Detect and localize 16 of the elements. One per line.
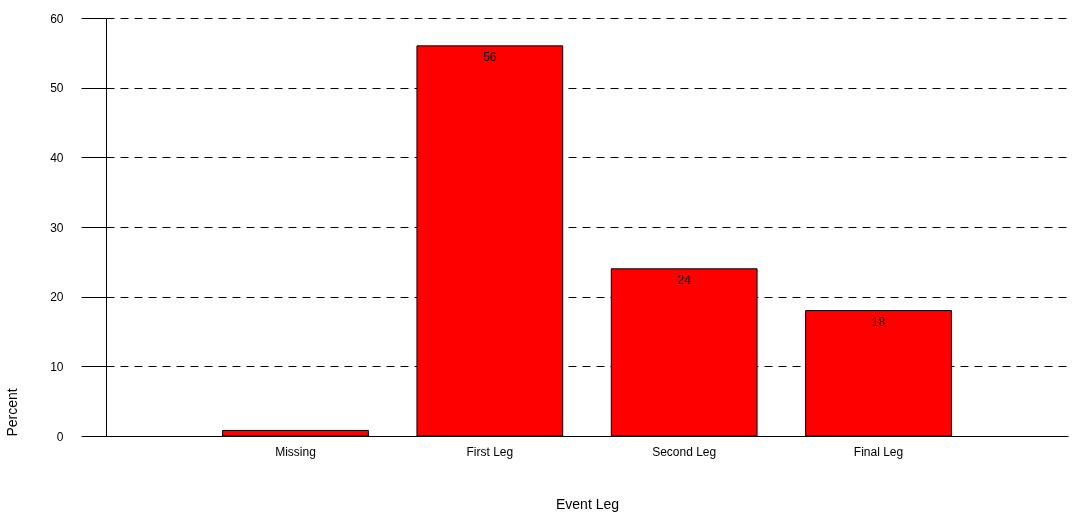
x-tick-label: First Leg [466,444,514,459]
data-label: 18 [871,314,886,329]
y-tick-label: 30 [50,220,64,235]
y-tick-label: 20 [50,290,64,305]
y-tick-label: 60 [50,11,64,26]
y-tick-label: 10 [50,359,64,374]
x-tick-label: Missing [275,444,316,459]
data-label: 24 [677,272,692,287]
data-label: 56 [483,49,497,64]
x-tick-label: Final Leg [853,444,904,459]
x-tick-label: Second Leg [652,444,717,459]
y-axis-title: Percent [4,388,21,437]
y-tick-label: 0 [56,429,64,444]
y-tick-label: 50 [50,81,64,96]
x-axis-title: Event Leg [555,495,620,512]
y-tick-label: 40 [50,150,64,165]
